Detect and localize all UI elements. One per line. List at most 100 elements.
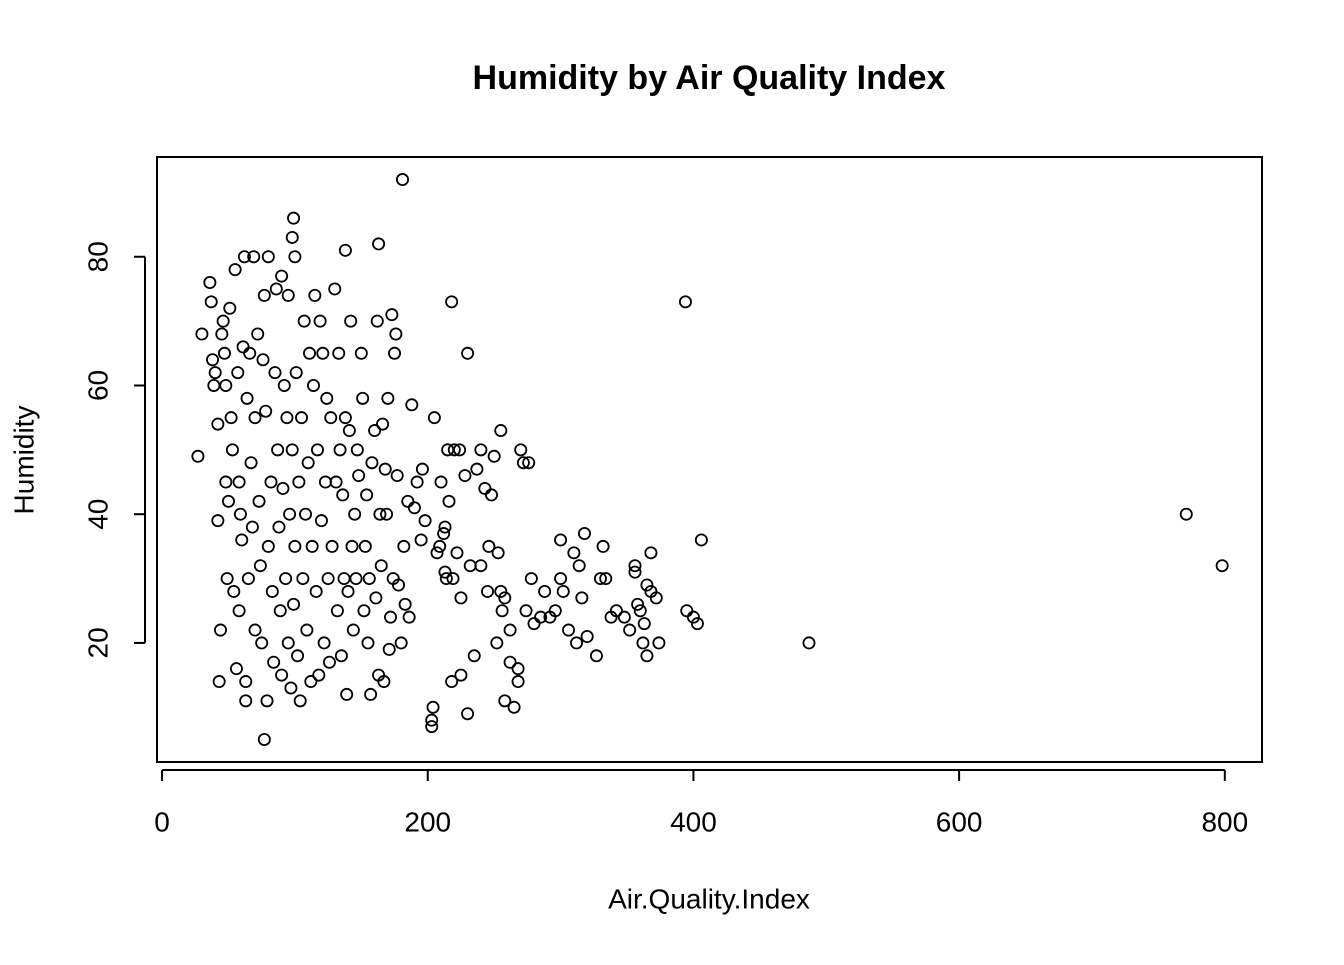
point	[322, 655, 336, 669]
point	[360, 488, 374, 502]
point	[398, 597, 412, 611]
point	[208, 366, 222, 380]
point	[248, 411, 262, 425]
point	[332, 346, 346, 360]
point	[572, 559, 586, 573]
point	[232, 604, 246, 618]
point	[344, 314, 358, 328]
point	[425, 720, 439, 734]
point	[534, 610, 548, 624]
point	[524, 572, 538, 586]
point	[349, 572, 363, 586]
point	[382, 642, 396, 656]
point	[221, 494, 235, 508]
point	[362, 572, 376, 586]
point	[503, 655, 517, 669]
point	[231, 366, 245, 380]
point	[369, 591, 383, 605]
point	[281, 636, 295, 650]
point	[410, 475, 424, 489]
point	[260, 694, 274, 708]
point	[295, 411, 309, 425]
point	[593, 572, 607, 586]
point	[195, 327, 209, 341]
point	[228, 263, 242, 277]
point	[372, 237, 386, 251]
point	[229, 662, 243, 676]
point	[636, 636, 650, 650]
point	[652, 636, 666, 650]
point	[570, 636, 584, 650]
point	[470, 462, 484, 476]
point	[303, 346, 317, 360]
point	[317, 636, 331, 650]
point	[381, 391, 395, 405]
point	[235, 533, 249, 547]
point	[1215, 559, 1229, 573]
point	[580, 629, 594, 643]
point	[474, 443, 488, 457]
point	[511, 662, 525, 676]
point	[304, 675, 318, 689]
point	[609, 604, 623, 618]
point	[296, 572, 310, 586]
point	[211, 514, 225, 528]
point	[633, 604, 647, 618]
point	[415, 462, 429, 476]
point	[305, 539, 319, 553]
point	[287, 597, 301, 611]
point	[370, 314, 384, 328]
point	[405, 398, 419, 412]
point	[338, 411, 352, 425]
point	[442, 494, 456, 508]
point	[458, 469, 472, 483]
point	[481, 584, 495, 598]
point	[309, 584, 323, 598]
point	[279, 572, 293, 586]
point	[427, 411, 441, 425]
point	[498, 694, 512, 708]
point	[519, 604, 533, 618]
point	[237, 250, 251, 264]
point	[354, 346, 368, 360]
point	[538, 584, 552, 598]
point	[380, 507, 394, 521]
point	[257, 732, 271, 746]
point	[247, 250, 261, 264]
point	[498, 591, 512, 605]
point	[240, 391, 254, 405]
point	[330, 604, 344, 618]
point	[308, 288, 322, 302]
point	[288, 250, 302, 264]
point	[494, 424, 508, 438]
point	[211, 417, 225, 431]
point	[575, 591, 589, 605]
point	[334, 649, 348, 663]
point	[514, 443, 528, 457]
point	[328, 282, 342, 296]
point	[527, 617, 541, 631]
point	[395, 173, 409, 187]
point	[644, 546, 658, 560]
point	[374, 559, 388, 573]
point	[324, 411, 338, 425]
point	[446, 572, 460, 586]
point	[243, 346, 257, 360]
point	[345, 539, 359, 553]
point	[301, 456, 315, 470]
point	[445, 295, 459, 309]
point	[686, 610, 700, 624]
point	[350, 443, 364, 457]
point	[288, 539, 302, 553]
point	[285, 443, 299, 457]
point	[293, 694, 307, 708]
point	[463, 559, 477, 573]
point	[227, 584, 241, 598]
point	[589, 649, 603, 663]
y-tick-label: 20	[82, 627, 113, 658]
point	[239, 675, 253, 689]
point	[378, 462, 392, 476]
point	[239, 694, 253, 708]
